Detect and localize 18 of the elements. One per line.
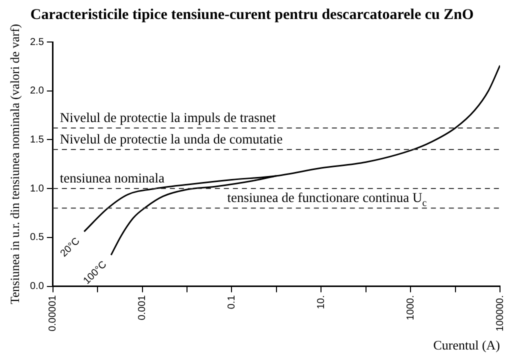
y-tick-label: 2.5 bbox=[30, 36, 44, 48]
x-tick-label: 100000. bbox=[494, 295, 506, 332]
ref-line-label: Nivelul de protectie la impuls de trasnet bbox=[60, 110, 276, 125]
x-tick-label: 1000. bbox=[405, 295, 416, 320]
x-tick-label: 0.001 bbox=[137, 294, 148, 320]
x-tick-label: 10. bbox=[316, 295, 327, 310]
y-tick-label: 0.0 bbox=[30, 281, 44, 292]
x-tick-label: 0.00001 bbox=[48, 294, 59, 332]
ref-line-label: tensiunea nominala bbox=[60, 170, 164, 186]
y-tick-label: 1.5 bbox=[30, 134, 44, 146]
x-axis-title: Curentul (A) bbox=[433, 338, 500, 353]
y-tick-label: 1.0 bbox=[30, 183, 44, 194]
y-axis-title: Tensiunea in u.r. din tensiunea nominala (valori de varf) bbox=[8, 24, 22, 304]
y-tick-label: 2.0 bbox=[30, 86, 44, 97]
x-tick-label: 0.1 bbox=[226, 294, 238, 310]
ref-line-label: Nivelul de protectie la unda de comutatie bbox=[60, 131, 283, 146]
chart-title: Caracteristicile tipice tensiune-curent pentru descarcatoarele cu ZnO bbox=[30, 6, 474, 23]
y-tick-label: 0.5 bbox=[30, 232, 44, 244]
